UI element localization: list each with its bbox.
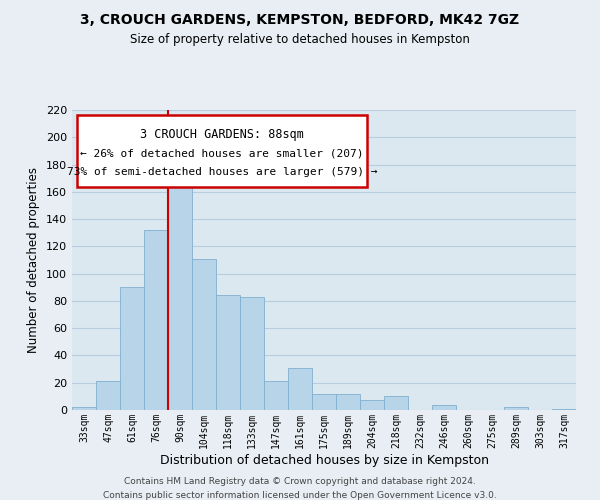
Bar: [216, 296, 240, 410]
Bar: [168, 176, 192, 410]
Text: Size of property relative to detached houses in Kempston: Size of property relative to detached ho…: [130, 32, 470, 46]
Text: Contains HM Land Registry data © Crown copyright and database right 2024.: Contains HM Land Registry data © Crown c…: [124, 478, 476, 486]
Bar: [552, 408, 576, 410]
Text: 3 CROUCH GARDENS: 88sqm: 3 CROUCH GARDENS: 88sqm: [140, 128, 304, 141]
Bar: [504, 408, 528, 410]
Bar: [384, 396, 408, 410]
Bar: [240, 297, 264, 410]
Bar: [288, 368, 312, 410]
Bar: [432, 404, 456, 410]
Bar: [144, 230, 168, 410]
Bar: [264, 382, 288, 410]
Y-axis label: Number of detached properties: Number of detached properties: [28, 167, 40, 353]
Bar: [72, 408, 96, 410]
Bar: [312, 394, 336, 410]
Text: Contains public sector information licensed under the Open Government Licence v3: Contains public sector information licen…: [103, 491, 497, 500]
Bar: [192, 258, 216, 410]
Bar: [96, 382, 120, 410]
Bar: [120, 288, 144, 410]
Bar: [360, 400, 384, 410]
X-axis label: Distribution of detached houses by size in Kempston: Distribution of detached houses by size …: [160, 454, 488, 466]
Text: 3, CROUCH GARDENS, KEMPSTON, BEDFORD, MK42 7GZ: 3, CROUCH GARDENS, KEMPSTON, BEDFORD, MK…: [80, 12, 520, 26]
Text: 73% of semi-detached houses are larger (579) →: 73% of semi-detached houses are larger (…: [67, 167, 377, 177]
Text: ← 26% of detached houses are smaller (207): ← 26% of detached houses are smaller (20…: [80, 149, 364, 159]
Bar: [336, 394, 360, 410]
FancyBboxPatch shape: [77, 114, 367, 186]
